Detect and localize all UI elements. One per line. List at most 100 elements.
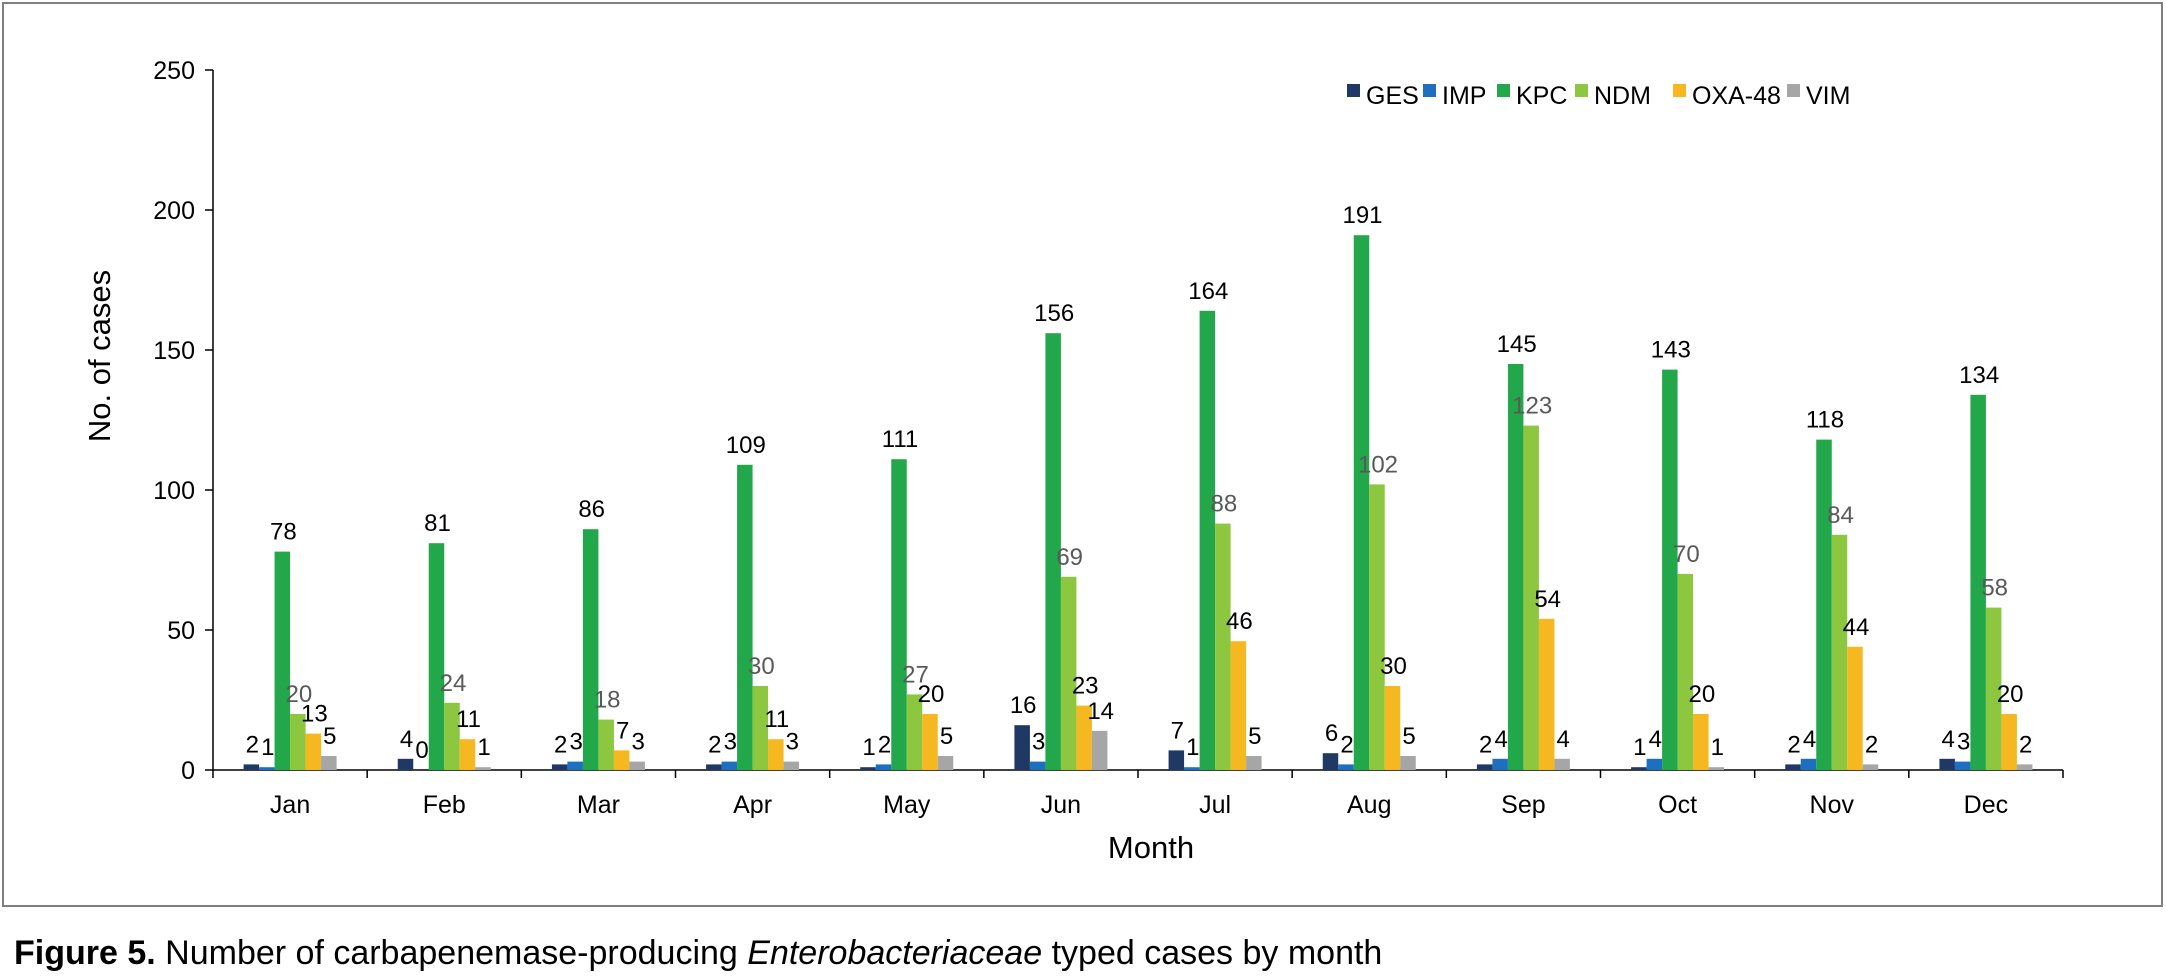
data-label: 4 <box>1494 726 1507 753</box>
data-label: 1 <box>261 734 274 761</box>
x-tick-label: Dec <box>1964 791 2008 819</box>
data-label: 84 <box>1827 502 1854 529</box>
bar-vim-aug <box>1400 756 1416 770</box>
legend: GES IMP KPC NDM OXA-48 VIM <box>1347 82 1850 110</box>
bar-oxa-48-may <box>922 714 938 770</box>
data-label: 69 <box>1056 544 1083 571</box>
y-tick-label: 0 <box>181 757 195 785</box>
bar-ges-jul <box>1168 750 1185 770</box>
bar-imp-aug <box>1338 764 1354 770</box>
data-label: 4 <box>400 726 413 753</box>
data-label: 3 <box>569 729 582 756</box>
data-label: 86 <box>578 496 605 523</box>
data-label: 58 <box>1981 575 2008 602</box>
bar-oxa-48-oct <box>1693 714 1709 770</box>
bar-oxa-48-apr <box>768 739 784 770</box>
bar-ges-oct <box>1631 767 1647 770</box>
data-label: 20 <box>1688 681 1715 708</box>
bar-vim-dec <box>2016 764 2033 770</box>
bar-ndm-aug <box>1369 484 1385 770</box>
bar-oxa-48-sep <box>1538 618 1555 770</box>
data-label: 134 <box>1959 362 1999 389</box>
data-label: 5 <box>940 723 953 750</box>
data-label: 4 <box>1649 726 1662 753</box>
bar-imp-jan <box>259 767 275 770</box>
bar-vim-mar <box>629 761 645 770</box>
data-label: 7 <box>616 717 629 744</box>
x-axis-title: Month <box>1108 830 1194 865</box>
data-label: 11 <box>456 706 481 733</box>
bar-oxa-48-aug <box>1384 686 1401 770</box>
data-label: 16 <box>1010 692 1037 719</box>
bar-kpc-aug <box>1353 235 1370 770</box>
bar-ges-jan <box>243 764 260 770</box>
data-label: 2 <box>878 731 891 758</box>
y-tick-label: 250 <box>153 57 195 85</box>
bar-vim-sep <box>1554 758 1570 770</box>
legend-swatch-ndm <box>1575 84 1588 97</box>
x-tick-label: Feb <box>423 791 466 819</box>
bar-ndm-oct <box>1677 574 1694 770</box>
bar-imp-oct <box>1646 758 1663 770</box>
legend-label: VIM <box>1806 82 1850 110</box>
legend-label: NDM <box>1594 82 1651 110</box>
bar-kpc-dec <box>1970 394 1986 770</box>
bar-oxa-48-jun <box>1076 705 1092 770</box>
x-tick-label: Jan <box>270 791 310 819</box>
bar-ges-mar <box>551 764 568 770</box>
bar-oxa-48-jul <box>1230 641 1247 770</box>
legend-label: KPC <box>1516 82 1567 110</box>
data-label: 23 <box>1072 673 1099 700</box>
x-tick-label: Nov <box>1810 791 1855 819</box>
bar-vim-jan <box>321 756 337 770</box>
data-label: 81 <box>424 510 451 537</box>
bar-ges-dec <box>1939 758 1955 770</box>
data-label: 3 <box>786 729 799 756</box>
data-label: 2 <box>2019 731 2032 758</box>
data-label: 2 <box>708 731 721 758</box>
chart-frame <box>2 2 2163 907</box>
bar-oxa-48-dec <box>2001 714 2017 770</box>
caption-text-after: typed cases by month <box>1051 934 1383 972</box>
bar-kpc-sep <box>1507 364 1524 770</box>
data-label: 54 <box>1534 586 1561 613</box>
bar-kpc-feb <box>428 543 445 770</box>
legend-swatch-imp <box>1423 84 1436 97</box>
bar-imp-nov <box>1800 758 1817 770</box>
bar-imp-jun <box>1029 761 1046 770</box>
data-label: 143 <box>1651 337 1691 364</box>
bar-kpc-may <box>891 459 907 770</box>
bar-vim-nov <box>1862 764 1879 770</box>
bar-vim-jul <box>1246 756 1262 770</box>
caption-text-before: Number of carbapenemase-producing <box>165 934 738 972</box>
x-tick-label: Mar <box>577 791 620 819</box>
bar-kpc-apr <box>737 464 753 770</box>
bar-ndm-jul <box>1215 523 1231 770</box>
bars <box>243 235 2033 770</box>
bar-oxa-48-feb <box>459 739 476 770</box>
bar-ges-nov <box>1785 764 1801 770</box>
bar-kpc-nov <box>1816 439 1832 770</box>
bar-imp-mar <box>567 761 583 770</box>
figure-caption: Figure 5. Number of carbapenemase-produc… <box>14 934 1382 973</box>
data-label: 118 <box>1806 407 1844 434</box>
x-tick-label: Sep <box>1501 791 1545 819</box>
data-label: 4 <box>1556 726 1569 753</box>
bar-imp-may <box>875 764 892 770</box>
caption-italic-term: Enterobacteriaceae <box>747 934 1043 972</box>
x-tick-label: Jun <box>1041 791 1081 819</box>
bar-imp-sep <box>1492 758 1508 770</box>
bar-ges-apr <box>706 764 722 770</box>
data-label: 20 <box>285 681 312 708</box>
data-label: 102 <box>1358 451 1398 478</box>
data-label: 18 <box>594 687 621 714</box>
data-label: 14 <box>1087 698 1114 725</box>
data-label: 4 <box>1941 726 1954 753</box>
x-tick-label: Jul <box>1199 791 1231 819</box>
data-label: 5 <box>323 723 336 750</box>
bar-vim-apr <box>783 761 800 770</box>
data-label: 2 <box>1865 731 1878 758</box>
data-label: 24 <box>440 670 467 697</box>
bar-ndm-jun <box>1060 576 1077 770</box>
bar-ges-feb <box>397 758 414 770</box>
